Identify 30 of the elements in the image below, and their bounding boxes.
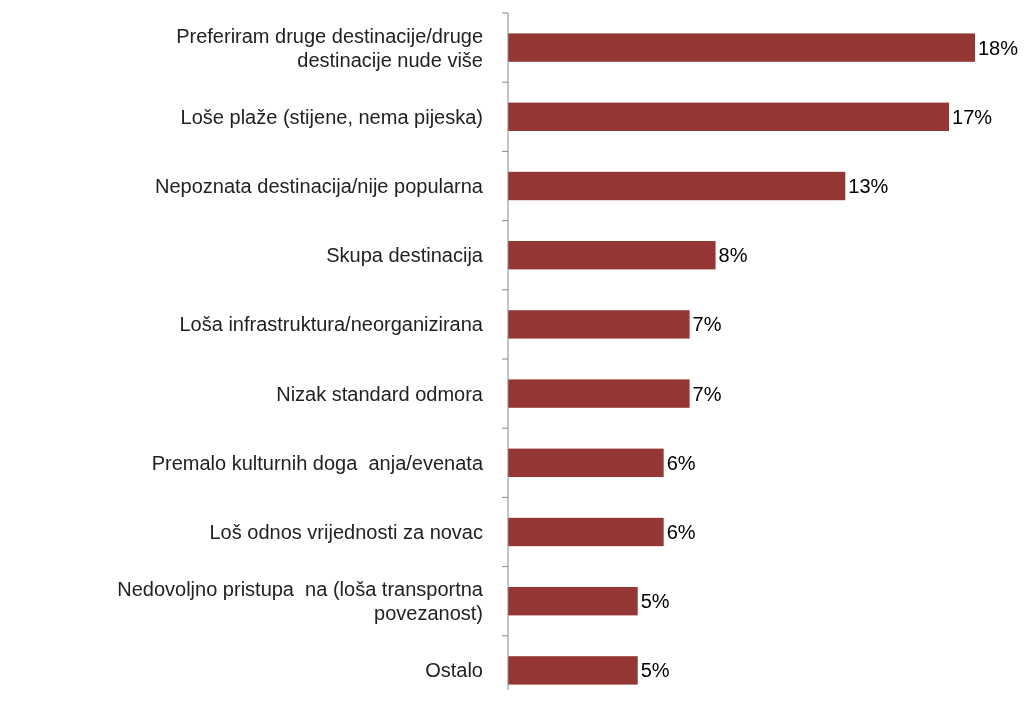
y-tick-label: Preferiram druge destinacije/druge destinacije nude više	[176, 24, 483, 71]
data-label: 7%	[692, 313, 722, 336]
y-tick-label: Premalo kulturnih doga anja/evenata	[151, 451, 484, 474]
y-tick-label: Skupa destinacija	[326, 244, 484, 267]
bar	[508, 656, 638, 685]
bar	[508, 517, 664, 547]
bar	[508, 33, 975, 62]
y-tick-label: Loša infrastruktura/neorganizirana	[179, 313, 484, 336]
y-tick-label: Nepoznata destinacija/nije popularna	[154, 175, 484, 197]
y-tick-label: Nizak standard odmora	[276, 382, 484, 405]
y-tick-label: Nedovoljno pristupa na (loša transportna povezanost)	[117, 578, 484, 625]
bar	[508, 448, 664, 477]
y-tick-label: Loš odnos vrijednosti za novac	[209, 521, 483, 543]
y-tick-label: Ostalo	[425, 659, 483, 682]
data-label: 5%	[640, 590, 670, 613]
bar	[508, 171, 846, 201]
data-label: 13%	[848, 175, 889, 197]
bar	[508, 102, 950, 131]
bar	[508, 587, 638, 616]
data-label: 7%	[692, 382, 722, 405]
y-tick-label: Loše plaže (stijene, nema pijeska)	[180, 105, 483, 128]
data-label: 18%	[978, 36, 1019, 59]
bar	[508, 241, 716, 270]
bar	[508, 379, 690, 408]
data-label: 17%	[952, 105, 993, 128]
data-label: 6%	[666, 521, 696, 543]
data-label: 5%	[640, 659, 670, 682]
data-label: 8%	[718, 244, 748, 267]
data-label: 6%	[666, 451, 696, 474]
bar	[508, 310, 690, 339]
